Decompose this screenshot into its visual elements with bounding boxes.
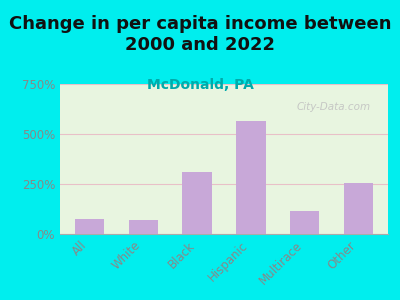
- Bar: [236, 121, 266, 234]
- Text: Change in per capita income between
2000 and 2022: Change in per capita income between 2000…: [9, 15, 391, 54]
- Bar: [344, 183, 373, 234]
- Bar: [129, 220, 158, 234]
- Text: McDonald, PA: McDonald, PA: [146, 78, 254, 92]
- Bar: [182, 172, 212, 234]
- Bar: [290, 211, 319, 234]
- Bar: [75, 219, 104, 234]
- Text: City-Data.com: City-Data.com: [296, 102, 370, 112]
